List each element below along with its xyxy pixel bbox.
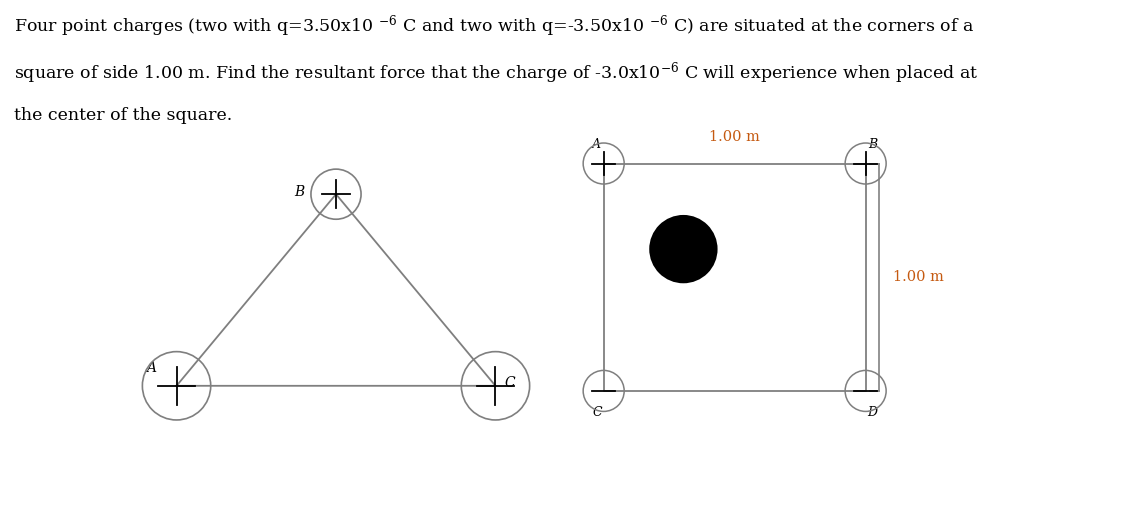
Text: square of side 1.00 m. Find the resultant force that the charge of -3.0x10$^{-6}: square of side 1.00 m. Find the resultan… (14, 60, 978, 86)
Ellipse shape (649, 215, 718, 283)
Text: C: C (505, 376, 515, 390)
Text: B: B (294, 184, 304, 199)
Text: the center of the square.: the center of the square. (14, 107, 232, 124)
Text: 1.00 m: 1.00 m (710, 130, 760, 144)
Text: B: B (868, 138, 877, 151)
Text: A: A (146, 361, 156, 375)
Text: 1.00 m: 1.00 m (893, 270, 944, 284)
Text: A: A (592, 138, 601, 151)
Text: C: C (592, 406, 601, 419)
Text: Four point charges (two with q=3.50x10 $^{-6}$ C and two with q=-3.50x10 $^{-6}$: Four point charges (two with q=3.50x10 $… (14, 13, 974, 39)
Text: D: D (868, 406, 877, 419)
